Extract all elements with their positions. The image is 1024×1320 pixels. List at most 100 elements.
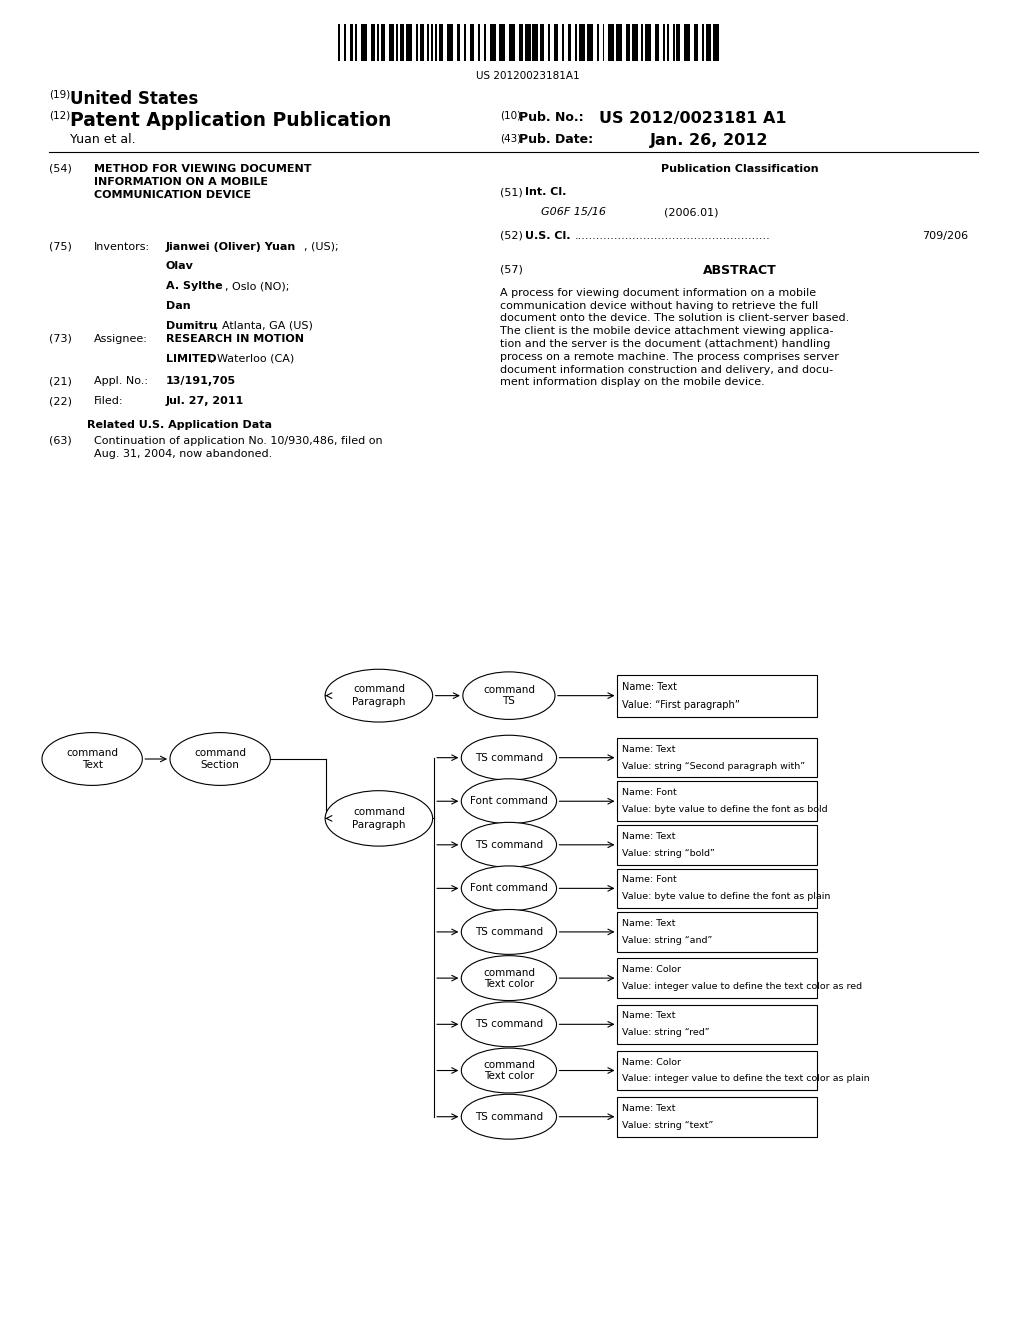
Bar bbox=[548, 24, 550, 61]
Ellipse shape bbox=[42, 733, 142, 785]
Ellipse shape bbox=[170, 733, 270, 785]
Text: Name: Text: Name: Text bbox=[622, 744, 675, 754]
Bar bbox=[344, 24, 346, 61]
Text: (43): (43) bbox=[500, 133, 521, 144]
Bar bbox=[509, 24, 515, 61]
Text: TS command: TS command bbox=[475, 840, 543, 850]
Text: , Waterloo (CA): , Waterloo (CA) bbox=[210, 354, 294, 364]
Text: TS command: TS command bbox=[475, 1111, 543, 1122]
Bar bbox=[355, 24, 357, 61]
Bar bbox=[407, 24, 412, 61]
Text: (63): (63) bbox=[49, 436, 72, 446]
Text: Inventors:: Inventors: bbox=[94, 242, 151, 252]
Bar bbox=[500, 24, 505, 61]
Text: Value: string “Second paragraph with”: Value: string “Second paragraph with” bbox=[622, 762, 805, 771]
Ellipse shape bbox=[461, 822, 557, 867]
Text: (57): (57) bbox=[500, 264, 522, 275]
Text: command: command bbox=[483, 968, 535, 978]
Ellipse shape bbox=[461, 735, 557, 780]
Text: Jan. 26, 2012: Jan. 26, 2012 bbox=[650, 133, 769, 148]
Bar bbox=[377, 24, 379, 61]
Bar bbox=[617, 675, 817, 717]
Text: Value: string “text”: Value: string “text” bbox=[622, 1121, 713, 1130]
Bar bbox=[541, 24, 544, 61]
Text: Value: byte value to define the font as bold: Value: byte value to define the font as … bbox=[622, 805, 827, 814]
Text: (73): (73) bbox=[49, 334, 72, 345]
Text: Continuation of application No. 10/930,486, filed on
Aug. 31, 2004, now abandone: Continuation of application No. 10/930,4… bbox=[94, 436, 383, 459]
Text: Filed:: Filed: bbox=[94, 396, 124, 407]
Bar bbox=[470, 24, 474, 61]
Bar bbox=[465, 24, 466, 61]
Text: command: command bbox=[67, 747, 118, 758]
Ellipse shape bbox=[463, 672, 555, 719]
Bar bbox=[427, 24, 429, 61]
Bar bbox=[714, 24, 719, 61]
Ellipse shape bbox=[461, 1002, 557, 1047]
Bar bbox=[617, 738, 817, 777]
Bar bbox=[338, 24, 340, 61]
Bar bbox=[396, 24, 398, 61]
Text: Name: Text: Name: Text bbox=[622, 1011, 675, 1020]
Text: Publication Classification: Publication Classification bbox=[660, 164, 818, 174]
Bar bbox=[684, 24, 690, 61]
Bar bbox=[701, 24, 703, 61]
Text: , Atlanta, GA (US): , Atlanta, GA (US) bbox=[215, 321, 313, 331]
Bar bbox=[416, 24, 418, 61]
Text: , Oslo (NO);: , Oslo (NO); bbox=[225, 281, 290, 292]
Bar bbox=[575, 24, 578, 61]
Text: RESEARCH IN MOTION: RESEARCH IN MOTION bbox=[166, 334, 304, 345]
Bar bbox=[567, 24, 571, 61]
Bar bbox=[617, 781, 817, 821]
Text: LIMITED: LIMITED bbox=[166, 354, 216, 364]
Bar bbox=[420, 24, 424, 61]
Text: TS command: TS command bbox=[475, 927, 543, 937]
Text: Pub. Date:: Pub. Date: bbox=[519, 133, 593, 147]
Text: Value: string “and”: Value: string “and” bbox=[622, 936, 712, 945]
Text: Text color: Text color bbox=[484, 978, 534, 989]
Bar bbox=[400, 24, 404, 61]
Text: , (US);: , (US); bbox=[304, 242, 339, 252]
Text: Text: Text bbox=[82, 760, 102, 771]
Bar bbox=[617, 869, 817, 908]
Text: command: command bbox=[195, 747, 246, 758]
Bar bbox=[617, 825, 817, 865]
Text: command: command bbox=[483, 685, 535, 694]
Bar bbox=[632, 24, 638, 61]
Text: ABSTRACT: ABSTRACT bbox=[702, 264, 776, 277]
Text: (22): (22) bbox=[49, 396, 72, 407]
Bar bbox=[673, 24, 675, 61]
Text: TS command: TS command bbox=[475, 752, 543, 763]
Bar bbox=[435, 24, 437, 61]
Text: Name: Text: Name: Text bbox=[622, 832, 675, 841]
Text: (19): (19) bbox=[49, 90, 71, 100]
Bar bbox=[580, 24, 585, 61]
Text: ......................................................: ........................................… bbox=[574, 231, 770, 242]
Text: Name: Font: Name: Font bbox=[622, 788, 676, 797]
Bar bbox=[524, 24, 530, 61]
Text: Related U.S. Application Data: Related U.S. Application Data bbox=[87, 420, 271, 430]
Bar bbox=[617, 1005, 817, 1044]
Bar bbox=[617, 1097, 817, 1137]
Text: (2006.01): (2006.01) bbox=[664, 207, 718, 218]
Bar bbox=[663, 24, 665, 61]
Text: (51): (51) bbox=[500, 187, 522, 198]
Ellipse shape bbox=[326, 669, 432, 722]
Text: Pub. No.:: Pub. No.: bbox=[519, 111, 584, 124]
Text: Name: Text: Name: Text bbox=[622, 681, 677, 692]
Text: Name: Font: Name: Font bbox=[622, 875, 676, 884]
Ellipse shape bbox=[461, 779, 557, 824]
Text: (21): (21) bbox=[49, 376, 72, 387]
Text: Int. Cl.: Int. Cl. bbox=[525, 187, 566, 198]
Bar bbox=[388, 24, 394, 61]
Bar bbox=[655, 24, 659, 61]
Bar bbox=[667, 24, 669, 61]
Ellipse shape bbox=[461, 956, 557, 1001]
Text: Assignee:: Assignee: bbox=[94, 334, 148, 345]
Text: United States: United States bbox=[70, 90, 198, 108]
Text: Name: Text: Name: Text bbox=[622, 919, 675, 928]
Bar bbox=[532, 24, 539, 61]
Ellipse shape bbox=[461, 1094, 557, 1139]
Text: Appl. No.:: Appl. No.: bbox=[94, 376, 148, 387]
Ellipse shape bbox=[461, 866, 557, 911]
Text: Paragraph: Paragraph bbox=[352, 697, 406, 708]
